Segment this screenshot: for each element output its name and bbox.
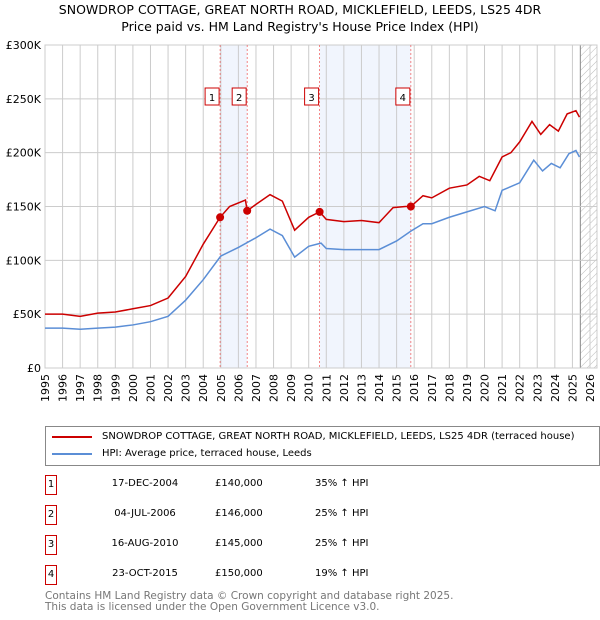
y-tick-label: £150K	[6, 201, 42, 214]
sale-label: 4	[400, 93, 406, 104]
y-tick-label: £200K	[6, 147, 42, 160]
x-tick-label: 2008	[268, 374, 281, 402]
x-tick-label: 1995	[39, 374, 52, 402]
sale-date: 17-DEC-2004	[111, 478, 179, 489]
sale-label-box	[304, 87, 320, 106]
y-tick-label: £50K	[13, 308, 42, 321]
sale-price: £145,000	[215, 538, 263, 549]
legend-label-hpi: HPI: Average price, terraced house, Leed…	[102, 448, 312, 459]
sale-hpi-diff: 25% ↑ HPI	[315, 508, 369, 519]
legend-swatch-property	[52, 435, 92, 438]
x-tick-label: 2022	[514, 374, 527, 402]
sale-point	[216, 213, 225, 222]
x-tick-label: 1996	[57, 374, 70, 402]
x-tick-label: 2011	[320, 374, 333, 402]
sale-marker-badge: 1	[45, 475, 57, 495]
x-tick-label: 2004	[197, 374, 210, 402]
price-chart: 1995 1996 1997 1998 1999 2000 2001 2002 2003 2004…	[6, 39, 598, 402]
x-tick-label: 2000	[127, 374, 140, 402]
x-tick-label: 2002	[162, 374, 175, 402]
x-tick-label: 2005	[215, 374, 228, 402]
sale-label: 2	[236, 93, 242, 104]
footer-line-2: This data is licensed under the Open Gov…	[45, 601, 380, 613]
footer: Contains HM Land Registry data © Crown c…	[45, 591, 453, 613]
sale-hpi-diff: 25% ↑ HPI	[315, 538, 369, 549]
x-tick-label: 2010	[303, 374, 316, 402]
x-tick-label: 2023	[531, 374, 544, 402]
chart-title: SNOWDROP COTTAGE, GREAT NORTH ROAD, MICK…	[58, 2, 542, 17]
x-tick-label: 1997	[74, 374, 87, 402]
x-tick-label: 2026	[584, 374, 597, 402]
series-line	[45, 149, 581, 330]
x-tick-label: 1998	[92, 374, 105, 402]
sale-hpi-diff: 19% ↑ HPI	[315, 568, 369, 579]
series-line	[45, 109, 581, 318]
sale-row: 4 23-OCT-2015 £150,000 19% ↑ HPI	[45, 565, 445, 585]
x-tick-label: 2009	[285, 374, 298, 402]
x-tick-label: 2024	[549, 374, 562, 402]
x-tick-label: 2012	[338, 374, 351, 402]
chart-subtitle: Price paid vs. HM Land Registry's House …	[121, 19, 479, 34]
x-tick-label: 2013	[355, 374, 368, 402]
sale-row: 3 16-AUG-2010 £145,000 25% ↑ HPI	[45, 535, 445, 555]
sale-marker-badge: 3	[45, 535, 57, 555]
y-tick-label: £0	[27, 362, 41, 375]
x-tick-label: 2018	[443, 374, 456, 402]
x-tick-label: 2016	[408, 374, 421, 402]
sale-label: 3	[308, 93, 314, 104]
sale-point	[315, 207, 324, 216]
legend-label-property: SNOWDROP COTTAGE, GREAT NORTH ROAD, MICK…	[102, 431, 575, 442]
x-tick-label: 2019	[461, 374, 474, 402]
footer-line-1: Contains HM Land Registry data © Crown c…	[45, 590, 454, 602]
sale-marker-badge: 2	[45, 505, 57, 525]
sale-row: 2 04-JUL-2006 £146,000 25% ↑ HPI	[45, 505, 445, 525]
x-tick-label: 2007	[250, 374, 263, 402]
sale-date: 04-JUL-2006	[114, 508, 176, 519]
sale-label: 1	[209, 93, 215, 104]
sale-point	[406, 202, 415, 211]
sale-date: 23-OCT-2015	[112, 568, 178, 579]
sale-price: £140,000	[215, 478, 263, 489]
sale-point	[243, 206, 252, 215]
sale-label-box	[204, 87, 220, 106]
legend: SNOWDROP COTTAGE, GREAT NORTH ROAD, MICK…	[45, 426, 600, 466]
sale-label-box	[231, 87, 247, 106]
x-tick-label: 2003	[180, 374, 193, 402]
sale-date: 16-AUG-2010	[111, 538, 179, 549]
x-tick-label: 2021	[496, 374, 509, 402]
y-tick-label: £300K	[6, 39, 42, 52]
sale-row: 1 17-DEC-2004 £140,000 35% ↑ HPI	[45, 475, 445, 495]
y-tick-label: £250K	[6, 93, 42, 106]
sale-marker-badge: 4	[45, 565, 57, 585]
x-tick-label: 2020	[479, 374, 492, 402]
x-tick-label: 2001	[144, 374, 157, 402]
sale-hpi-diff: 35% ↑ HPI	[315, 478, 369, 489]
sale-price: £150,000	[215, 568, 263, 579]
legend-swatch-hpi	[52, 452, 92, 455]
y-tick-label: £100K	[6, 254, 42, 267]
x-tick-label: 1999	[109, 374, 122, 402]
x-tick-label: 2025	[566, 374, 579, 402]
x-tick-label: 2015	[391, 374, 404, 402]
sale-price: £146,000	[215, 508, 263, 519]
sale-label-box	[395, 87, 411, 106]
x-tick-label: 2006	[232, 374, 245, 402]
x-tick-label: 2014	[373, 374, 386, 402]
x-tick-label: 2017	[426, 374, 439, 402]
